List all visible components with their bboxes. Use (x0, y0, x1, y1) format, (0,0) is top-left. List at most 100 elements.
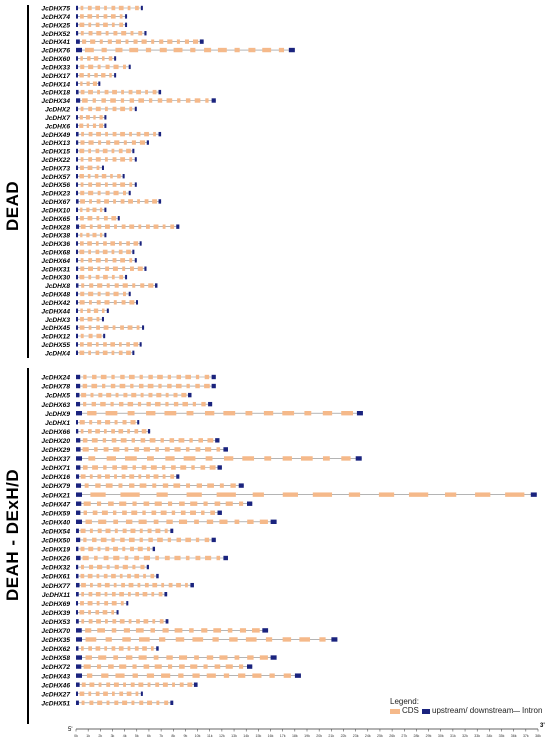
cds-exon (88, 691, 92, 696)
gene-row: JcDHX2 (45, 107, 137, 114)
cds-exon (101, 308, 105, 313)
cds-exon (130, 420, 136, 425)
cds-exon (99, 115, 103, 120)
cds-exon (180, 510, 186, 515)
gene-row: JcDHX58 (41, 655, 277, 662)
cds-exon (119, 573, 123, 579)
cds-exon (143, 664, 150, 669)
cds-exon (123, 140, 127, 145)
utr-block (76, 258, 78, 263)
cds-exon (162, 628, 169, 633)
gene-name-label: JcDHX48 (41, 292, 70, 299)
cds-exon (88, 157, 93, 162)
gene-row: JcDHX48 (41, 292, 131, 299)
cds-exon (189, 438, 193, 443)
utr-block (76, 73, 78, 78)
cds-exon (114, 528, 118, 534)
utr-block (223, 555, 228, 561)
axis-tick-label: 37k (523, 734, 529, 738)
gene-row: JcDHX74 (41, 14, 128, 21)
cds-exon (88, 148, 92, 154)
cds-exon (112, 465, 117, 470)
axis-tick-label: 18k (292, 734, 298, 738)
cds-exon (170, 474, 175, 479)
cds-exon (91, 438, 98, 443)
utr-block (101, 316, 104, 322)
utr-block (76, 682, 80, 687)
cds-exon (79, 610, 85, 615)
cds-exon (104, 582, 110, 588)
cds-exon (179, 501, 185, 506)
cds-exon (139, 528, 143, 534)
cds-exon (120, 106, 126, 112)
cds-exon (86, 81, 90, 86)
cds-exon (81, 283, 85, 288)
gene-name-label: JcDHX14 (41, 81, 70, 88)
cds-exon (88, 258, 93, 263)
cds-exon (227, 628, 233, 633)
cds-exon (195, 383, 200, 389)
cds-exon (122, 546, 126, 552)
gene-name-label: JcDHX50 (41, 538, 70, 545)
cds-exon (154, 664, 162, 669)
cds-exon (132, 564, 136, 570)
cds-exon (129, 537, 135, 543)
cds-exon (95, 249, 100, 255)
cds-exon (81, 392, 87, 398)
cds-exon (131, 438, 135, 443)
cds-exon (103, 691, 108, 696)
cds-exon (161, 465, 166, 470)
cds-exon (131, 510, 138, 515)
cds-exon (106, 392, 112, 398)
axis-tick-label: 22k (341, 734, 347, 738)
cds-exon (97, 224, 102, 229)
cds-exon (126, 350, 131, 356)
cds-exon (105, 528, 111, 534)
cds-exon (88, 546, 94, 552)
cds-exon (150, 628, 155, 633)
cds-exon (121, 474, 126, 479)
cds-exon (252, 628, 260, 633)
cds-exon (127, 401, 134, 407)
cds-exon (153, 131, 156, 137)
cds-exon (113, 555, 120, 561)
utr-block (98, 81, 101, 86)
gene-row: JcDHX33 (41, 64, 131, 71)
cds-exon (79, 249, 85, 255)
cds-exon (105, 411, 118, 416)
cds-exon (174, 628, 183, 633)
cds-exon (81, 682, 86, 687)
gene-name-label: JcDHX62 (41, 646, 70, 653)
cds-exon (92, 123, 97, 128)
cds-exon (143, 573, 146, 579)
cds-exon (239, 501, 244, 506)
cds-exon (123, 190, 126, 196)
cds-exon (82, 465, 88, 470)
cds-exon (128, 89, 133, 95)
utr-block (288, 47, 295, 53)
gene-name-label: JcDHX39 (41, 610, 70, 617)
cds-exon (230, 483, 236, 488)
cds-exon (259, 655, 268, 660)
gene-row: JcDHX66 (41, 429, 151, 436)
utr-block (262, 628, 269, 633)
cds-exon (195, 537, 200, 543)
cds-exon (111, 350, 115, 356)
cds-exon (106, 456, 116, 461)
cds-exon (121, 582, 125, 588)
cds-exon (200, 465, 206, 470)
cds-exon (121, 224, 126, 229)
axis-tick-label: 31k (450, 734, 456, 738)
cds-exon (216, 555, 221, 561)
cds-exon (96, 165, 100, 170)
gene-row: JcDHX8 (45, 283, 158, 290)
cds-exon (89, 700, 94, 705)
cds-exon (130, 31, 134, 36)
cds-exon (97, 64, 101, 70)
cds-exon (96, 131, 101, 137)
cds-exon (91, 401, 96, 407)
cds-exon (192, 637, 204, 642)
cds-exon (206, 519, 214, 524)
cds-exon (95, 350, 100, 356)
utr-block (76, 374, 81, 380)
